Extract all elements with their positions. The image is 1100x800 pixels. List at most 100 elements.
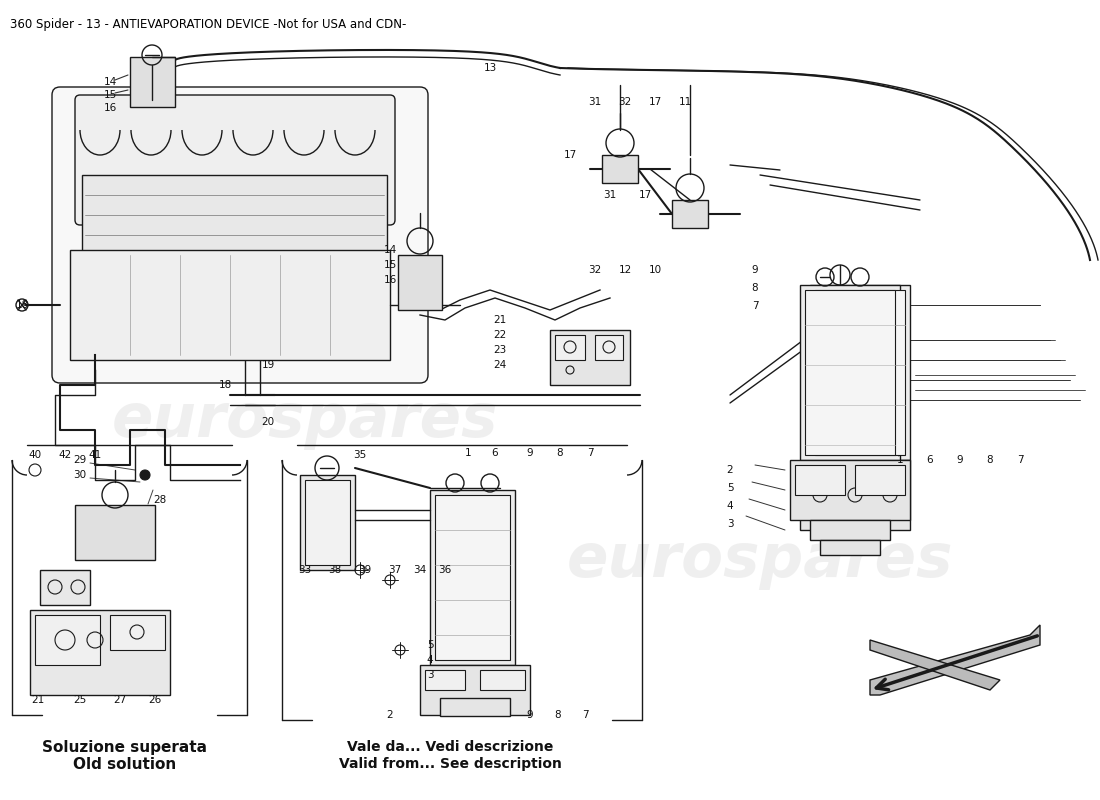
Polygon shape <box>870 625 1040 695</box>
Text: 38: 38 <box>329 565 342 575</box>
Text: 16: 16 <box>384 275 397 285</box>
Text: 8: 8 <box>751 283 758 293</box>
Text: 18: 18 <box>15 300 29 310</box>
FancyBboxPatch shape <box>75 95 395 225</box>
Bar <box>430 490 515 665</box>
Text: 360 Spider - 13 - ANTIEVAPORATION DEVICE -Not for USA and CDN-: 360 Spider - 13 - ANTIEVAPORATION DEVICE… <box>10 18 406 31</box>
Text: 37: 37 <box>388 565 401 575</box>
Text: 8: 8 <box>554 710 561 720</box>
Text: 22: 22 <box>494 330 507 340</box>
Text: 4: 4 <box>427 655 433 665</box>
Bar <box>40 570 90 605</box>
Bar <box>82 175 387 255</box>
Text: 13: 13 <box>483 63 496 73</box>
Text: 8: 8 <box>987 455 993 465</box>
Text: 12: 12 <box>618 265 631 275</box>
Text: 9: 9 <box>527 448 534 458</box>
Text: 5: 5 <box>427 640 433 650</box>
Text: 6: 6 <box>492 448 498 458</box>
Text: Vale da... Vedi descrizione: Vale da... Vedi descrizione <box>346 740 553 754</box>
Bar <box>815 290 905 455</box>
Text: 7: 7 <box>582 710 588 720</box>
Text: 32: 32 <box>588 265 602 275</box>
Bar <box>550 330 630 385</box>
Text: 14: 14 <box>384 245 397 255</box>
Text: eurospares: eurospares <box>566 530 954 590</box>
Bar <box>305 480 350 565</box>
Text: 41: 41 <box>88 450 101 460</box>
Text: 33: 33 <box>298 565 311 575</box>
Text: 9: 9 <box>751 265 758 275</box>
Text: 15: 15 <box>384 260 397 270</box>
Bar <box>480 670 525 690</box>
Polygon shape <box>870 640 1000 690</box>
Text: 1: 1 <box>896 455 903 465</box>
Bar <box>398 255 442 310</box>
Bar <box>855 465 905 495</box>
Text: Valid from... See description: Valid from... See description <box>339 757 561 771</box>
Text: 29: 29 <box>74 455 87 465</box>
Text: 17: 17 <box>638 190 651 200</box>
Text: 2: 2 <box>387 710 394 720</box>
Bar <box>75 505 155 560</box>
Text: 35: 35 <box>353 450 366 460</box>
Text: 19: 19 <box>262 360 275 370</box>
Text: 10: 10 <box>648 265 661 275</box>
Bar <box>810 520 890 540</box>
Bar <box>672 200 708 228</box>
Bar <box>434 495 510 660</box>
Bar <box>602 155 638 183</box>
Text: 5: 5 <box>727 483 734 493</box>
Text: 31: 31 <box>588 97 602 107</box>
Bar <box>800 285 900 460</box>
Bar <box>800 460 910 530</box>
Text: 17: 17 <box>648 97 661 107</box>
Text: 18: 18 <box>219 380 232 390</box>
Text: 2: 2 <box>727 465 734 475</box>
Text: 27: 27 <box>113 695 127 705</box>
Text: 20: 20 <box>262 417 275 427</box>
Text: 30: 30 <box>74 470 87 480</box>
Text: 25: 25 <box>74 695 87 705</box>
Text: Old solution: Old solution <box>74 757 177 772</box>
Text: 40: 40 <box>29 450 42 460</box>
Text: 16: 16 <box>103 103 117 113</box>
Text: 14: 14 <box>103 77 117 87</box>
Bar <box>820 540 880 555</box>
Text: 21: 21 <box>494 315 507 325</box>
Text: 31: 31 <box>604 190 617 200</box>
Text: 7: 7 <box>751 301 758 311</box>
Text: 1: 1 <box>464 448 471 458</box>
Bar <box>420 665 530 715</box>
Text: 24: 24 <box>494 360 507 370</box>
Text: 21: 21 <box>32 695 45 705</box>
Bar <box>595 335 623 360</box>
Bar <box>425 670 465 690</box>
Bar <box>30 610 170 695</box>
Text: 7: 7 <box>586 448 593 458</box>
Bar <box>70 250 390 360</box>
Text: eurospares: eurospares <box>112 390 498 450</box>
Bar <box>810 285 910 460</box>
Circle shape <box>140 470 150 480</box>
Text: 42: 42 <box>58 450 72 460</box>
Text: 34: 34 <box>414 565 427 575</box>
Text: 7: 7 <box>1016 455 1023 465</box>
Text: 15: 15 <box>103 90 117 100</box>
Text: 8: 8 <box>557 448 563 458</box>
Text: 3: 3 <box>727 519 734 529</box>
Text: 36: 36 <box>439 565 452 575</box>
Bar <box>556 335 585 360</box>
Text: 17: 17 <box>563 150 576 160</box>
Text: 32: 32 <box>618 97 631 107</box>
Text: 9: 9 <box>957 455 964 465</box>
Bar <box>110 615 165 650</box>
Text: 23: 23 <box>494 345 507 355</box>
FancyBboxPatch shape <box>52 87 428 383</box>
Bar <box>300 475 355 570</box>
Bar <box>795 465 845 495</box>
Bar <box>440 698 510 716</box>
Bar <box>790 460 910 520</box>
Text: Soluzione superata: Soluzione superata <box>43 740 208 755</box>
Bar <box>805 290 895 455</box>
